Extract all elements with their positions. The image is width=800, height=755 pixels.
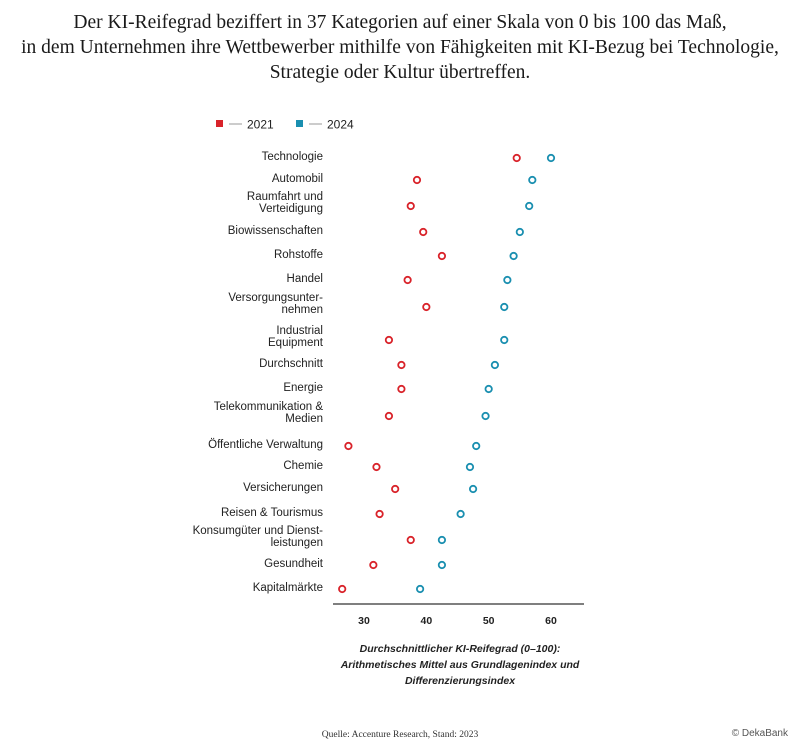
point-2024 (528, 175, 537, 185)
point-2024 (468, 484, 478, 494)
point-2024 (465, 462, 475, 472)
point-2024 (509, 251, 518, 261)
row-3: Biowissenschaften (228, 225, 524, 237)
row-15: Konsumgüter und Dienst-leistungen (193, 525, 447, 549)
point-2021 (406, 535, 415, 545)
point-2024 (515, 227, 524, 237)
category-label-line-2: nehmen (281, 304, 323, 316)
point-2024 (437, 535, 447, 545)
point-2021 (369, 560, 378, 570)
category-label-line-1: Konsumgüter und Dienst- (193, 525, 324, 537)
category-label-line-2: Medien (285, 413, 323, 425)
x-tick-label-50: 50 (483, 615, 495, 627)
category-label: Technologie (262, 151, 323, 163)
legend-label-2024: 2024 (327, 118, 354, 132)
category-label: Chemie (283, 460, 323, 472)
point-2021 (338, 584, 347, 594)
category-label: Kapitalmärkte (253, 582, 323, 594)
x-tick-label-40: 40 (420, 615, 432, 627)
legend-label-2021: 2021 (247, 118, 274, 132)
point-2021 (397, 384, 406, 394)
category-label: Energie (283, 382, 323, 394)
row-9: Energie (283, 382, 493, 394)
row-12: Chemie (283, 460, 475, 472)
point-2021 (512, 153, 521, 163)
legend-swatch-2024 (296, 120, 303, 127)
point-2021 (403, 275, 412, 285)
x-tick-label-30: 30 (358, 615, 370, 627)
legend: 2021 2024 (216, 118, 354, 132)
point-2021 (344, 441, 353, 451)
point-2021 (406, 201, 415, 211)
row-8: Durchschnitt (259, 358, 499, 370)
point-2024 (503, 275, 512, 285)
category-label-line-1: Versorgungsunter- (228, 292, 323, 304)
copyright-note: © DekaBank (731, 728, 788, 739)
point-2021 (419, 227, 428, 237)
x-axis-label-line-2: Arithmetisches Mittel aus Grundlageninde… (340, 659, 580, 671)
point-2024 (500, 302, 509, 312)
row-4: Rohstoffe (274, 249, 518, 261)
category-label: Biowissenschaften (228, 225, 323, 237)
chart-title: Der KI-Reifegrad beziffert in 37 Kategor… (0, 10, 800, 85)
row-5: Handel (287, 273, 512, 285)
x-axis-label-line-3: Differenzierungsindex (404, 675, 516, 687)
x-axis-label: Durchschnittlicher KI-Reifegrad (0–100):… (300, 641, 620, 689)
point-2021 (384, 411, 394, 421)
point-2021 (412, 175, 422, 185)
point-2021 (437, 251, 447, 261)
category-label-line-2: leistungen (271, 537, 323, 549)
dumbbell-chart: 2021 2024 Technologie Automobil Raumfahrt u… (193, 118, 584, 627)
point-2024 (500, 335, 509, 345)
point-2021 (422, 302, 431, 312)
category-label: Handel (287, 273, 323, 285)
category-label: Rohstoffe (274, 249, 323, 261)
point-2024 (437, 560, 447, 570)
category-label-line-2: Equipment (268, 337, 324, 349)
category-label-line-1: Raumfahrt und (247, 191, 323, 203)
point-2024 (456, 509, 465, 519)
row-14: Reisen & Tourismus (221, 507, 465, 519)
point-2024 (481, 411, 490, 421)
title-line-3: Strategie oder Kultur übertreffen. (269, 62, 531, 83)
title-line-2: in dem Unternehmen ihre Wettbewerber mit… (21, 37, 779, 58)
point-2021 (391, 484, 400, 494)
category-label: Automobil (272, 173, 323, 185)
row-1: Automobil (272, 173, 537, 185)
point-2024 (546, 153, 556, 163)
category-label-line-2: Verteidigung (259, 203, 323, 215)
point-2024 (525, 201, 534, 211)
chart-rows: Technologie Automobil Raumfahrt undVerteid… (193, 151, 556, 594)
category-label: Öffentliche Verwaltung (208, 439, 323, 451)
point-2024 (490, 360, 499, 370)
point-2024 (415, 584, 425, 594)
category-label: Durchschnitt (259, 358, 324, 370)
category-label: Versicherungen (243, 482, 323, 494)
row-17: Kapitalmärkte (253, 582, 425, 594)
row-11: Öffentliche Verwaltung (208, 439, 481, 451)
x-axis: 30 40 50 60 (333, 603, 584, 627)
point-2021 (384, 335, 394, 345)
source-note: Quelle: Accenture Research, Stand: 2023 (321, 730, 479, 740)
row-6: Versorgungsunter-nehmen (228, 292, 509, 316)
x-tick-label-60: 60 (545, 615, 557, 627)
category-label: Gesundheit (264, 558, 324, 570)
row-10: Telekommunikation &Medien (214, 401, 490, 425)
category-label-line-1: Industrial (276, 325, 323, 337)
point-2021 (375, 509, 384, 519)
category-label: Reisen & Tourismus (221, 507, 323, 519)
point-2021 (372, 462, 381, 472)
row-0: Technologie (262, 151, 556, 163)
row-16: Gesundheit (264, 558, 447, 570)
x-axis-label-line-1: Durchschnittlicher KI-Reifegrad (0–100): (359, 643, 561, 655)
category-label-line-1: Telekommunikation & (214, 401, 324, 413)
title-line-1: Der KI-Reifegrad beziffert in 37 Kategor… (73, 12, 727, 33)
point-2024 (472, 441, 481, 451)
point-2024 (484, 384, 493, 394)
legend-swatch-2021 (216, 120, 223, 127)
point-2021 (397, 360, 406, 370)
row-13: Versicherungen (243, 482, 478, 494)
